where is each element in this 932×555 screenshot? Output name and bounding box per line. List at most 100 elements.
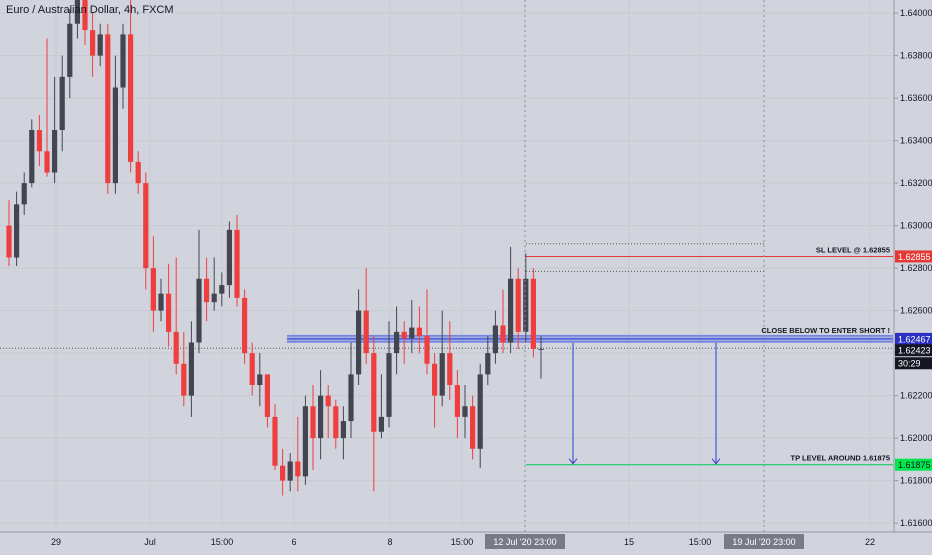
- price-tick-label: 1.63600: [900, 93, 932, 103]
- candle: [378, 374, 384, 439]
- candle-body: [257, 374, 263, 385]
- candle: [36, 115, 42, 167]
- candle-body: [470, 406, 476, 449]
- candle-body: [477, 374, 483, 449]
- entry-price-badge-background: [895, 332, 932, 345]
- level-lines: [0, 243, 893, 466]
- candle: [439, 310, 445, 407]
- candle-body: [21, 183, 27, 205]
- candle-body: [234, 229, 240, 298]
- candle: [394, 306, 400, 375]
- candle-body: [6, 225, 12, 258]
- candle-body: [150, 268, 156, 311]
- candle-body: [249, 353, 255, 385]
- price-tick-label: 1.62200: [900, 391, 932, 401]
- current-price-badge: 1.62423: [895, 344, 932, 357]
- price-tick-label: 1.63800: [900, 51, 932, 61]
- candle-body: [447, 353, 453, 385]
- candle: [21, 172, 27, 215]
- tp-price-badge-text: 1.61875: [898, 460, 931, 470]
- candle-body: [485, 353, 491, 375]
- candle-body: [363, 310, 369, 354]
- current-price-badge-text: 1.62423: [898, 346, 931, 356]
- tp-price-badge: 1.61875: [895, 458, 932, 471]
- candle: [90, 13, 96, 77]
- candle-body: [44, 151, 50, 173]
- candle-body: [348, 374, 354, 422]
- candle-body: [280, 465, 286, 481]
- candle: [492, 310, 498, 364]
- target-arrow-head: [568, 458, 578, 465]
- candle-body: [188, 342, 194, 396]
- candle: [188, 321, 194, 417]
- entry-price-badge-text: 1.62467: [898, 334, 931, 344]
- candle-body: [158, 293, 164, 311]
- crosshair-time-badge-background: [485, 534, 565, 549]
- candle: [150, 236, 156, 332]
- candle: [257, 353, 263, 407]
- candle-body: [325, 395, 331, 407]
- price-tick-label: 1.63000: [900, 221, 932, 231]
- candle: [302, 395, 308, 485]
- candle-body: [310, 406, 316, 439]
- candle-body: [74, 0, 80, 24]
- candle-body: [67, 23, 73, 77]
- candle: [515, 268, 521, 349]
- candle: [272, 404, 278, 470]
- countdown-badge-background: [895, 357, 932, 370]
- candle-body: [424, 336, 430, 364]
- candle-body: [378, 416, 384, 432]
- candle: [29, 119, 35, 188]
- future-time-badge: 19 Jul '20 23:00: [724, 534, 804, 549]
- candle: [82, 0, 88, 45]
- candle-body: [29, 130, 35, 184]
- candle: [325, 385, 331, 439]
- candle-body: [416, 327, 422, 337]
- candle-body: [454, 385, 460, 417]
- candle-body: [340, 421, 346, 439]
- candle-body: [59, 76, 65, 130]
- sl-annotation: SL LEVEL @ 1.62855: [816, 245, 890, 254]
- price-axis-background: [894, 0, 932, 550]
- candle-body: [90, 30, 96, 56]
- candle: [333, 399, 339, 449]
- candle-body: [462, 406, 468, 417]
- candle: [432, 353, 438, 428]
- candle: [173, 257, 179, 375]
- time-axis[interactable]: 29 Jul 15:00 6 8 15:00 15 15:00 22 12 Jul '20 23:…: [0, 531, 932, 550]
- candle: [211, 257, 217, 311]
- candle-body: [226, 229, 232, 286]
- candle: [310, 385, 316, 470]
- tp-annotation: TP LEVEL AROUND 1.61875: [791, 454, 890, 463]
- candle: [143, 172, 149, 290]
- crosshair-time-badge-text: 12 Jul '20 23:00: [493, 537, 556, 547]
- overlay-annotations: SL LEVEL @ 1.62855 CLOSE BELOW TO ENTER S…: [524, 0, 890, 532]
- candle: [112, 55, 118, 194]
- price-tick-label: 1.61800: [900, 476, 932, 486]
- candle: [196, 229, 202, 354]
- price-axis[interactable]: 1.642001.640001.638001.636001.634001.632…: [893, 0, 932, 550]
- candle-body: [166, 293, 172, 332]
- candle-body: [14, 204, 20, 258]
- candle-body: [242, 297, 248, 354]
- price-tick-label: 1.64000: [900, 8, 932, 18]
- candle-body: [143, 183, 149, 269]
- candle-body: [105, 34, 111, 184]
- candle-body: [287, 461, 293, 481]
- crosshair-time-badge: 12 Jul '20 23:00: [485, 534, 565, 549]
- price-tick-label: 1.63400: [900, 136, 932, 146]
- candle-body: [371, 353, 377, 432]
- candle: [401, 321, 407, 364]
- candle: [416, 306, 422, 354]
- time-axis-background: [0, 532, 932, 550]
- candle: [204, 257, 210, 322]
- price-tick-label: 1.61600: [900, 518, 932, 528]
- candle: [295, 416, 301, 492]
- tp-price-badge-background: [895, 458, 932, 471]
- candle: [234, 215, 240, 307]
- target-arrow: [711, 342, 721, 465]
- candle-body: [112, 87, 118, 184]
- entry-price-badge: 1.62467: [895, 332, 932, 345]
